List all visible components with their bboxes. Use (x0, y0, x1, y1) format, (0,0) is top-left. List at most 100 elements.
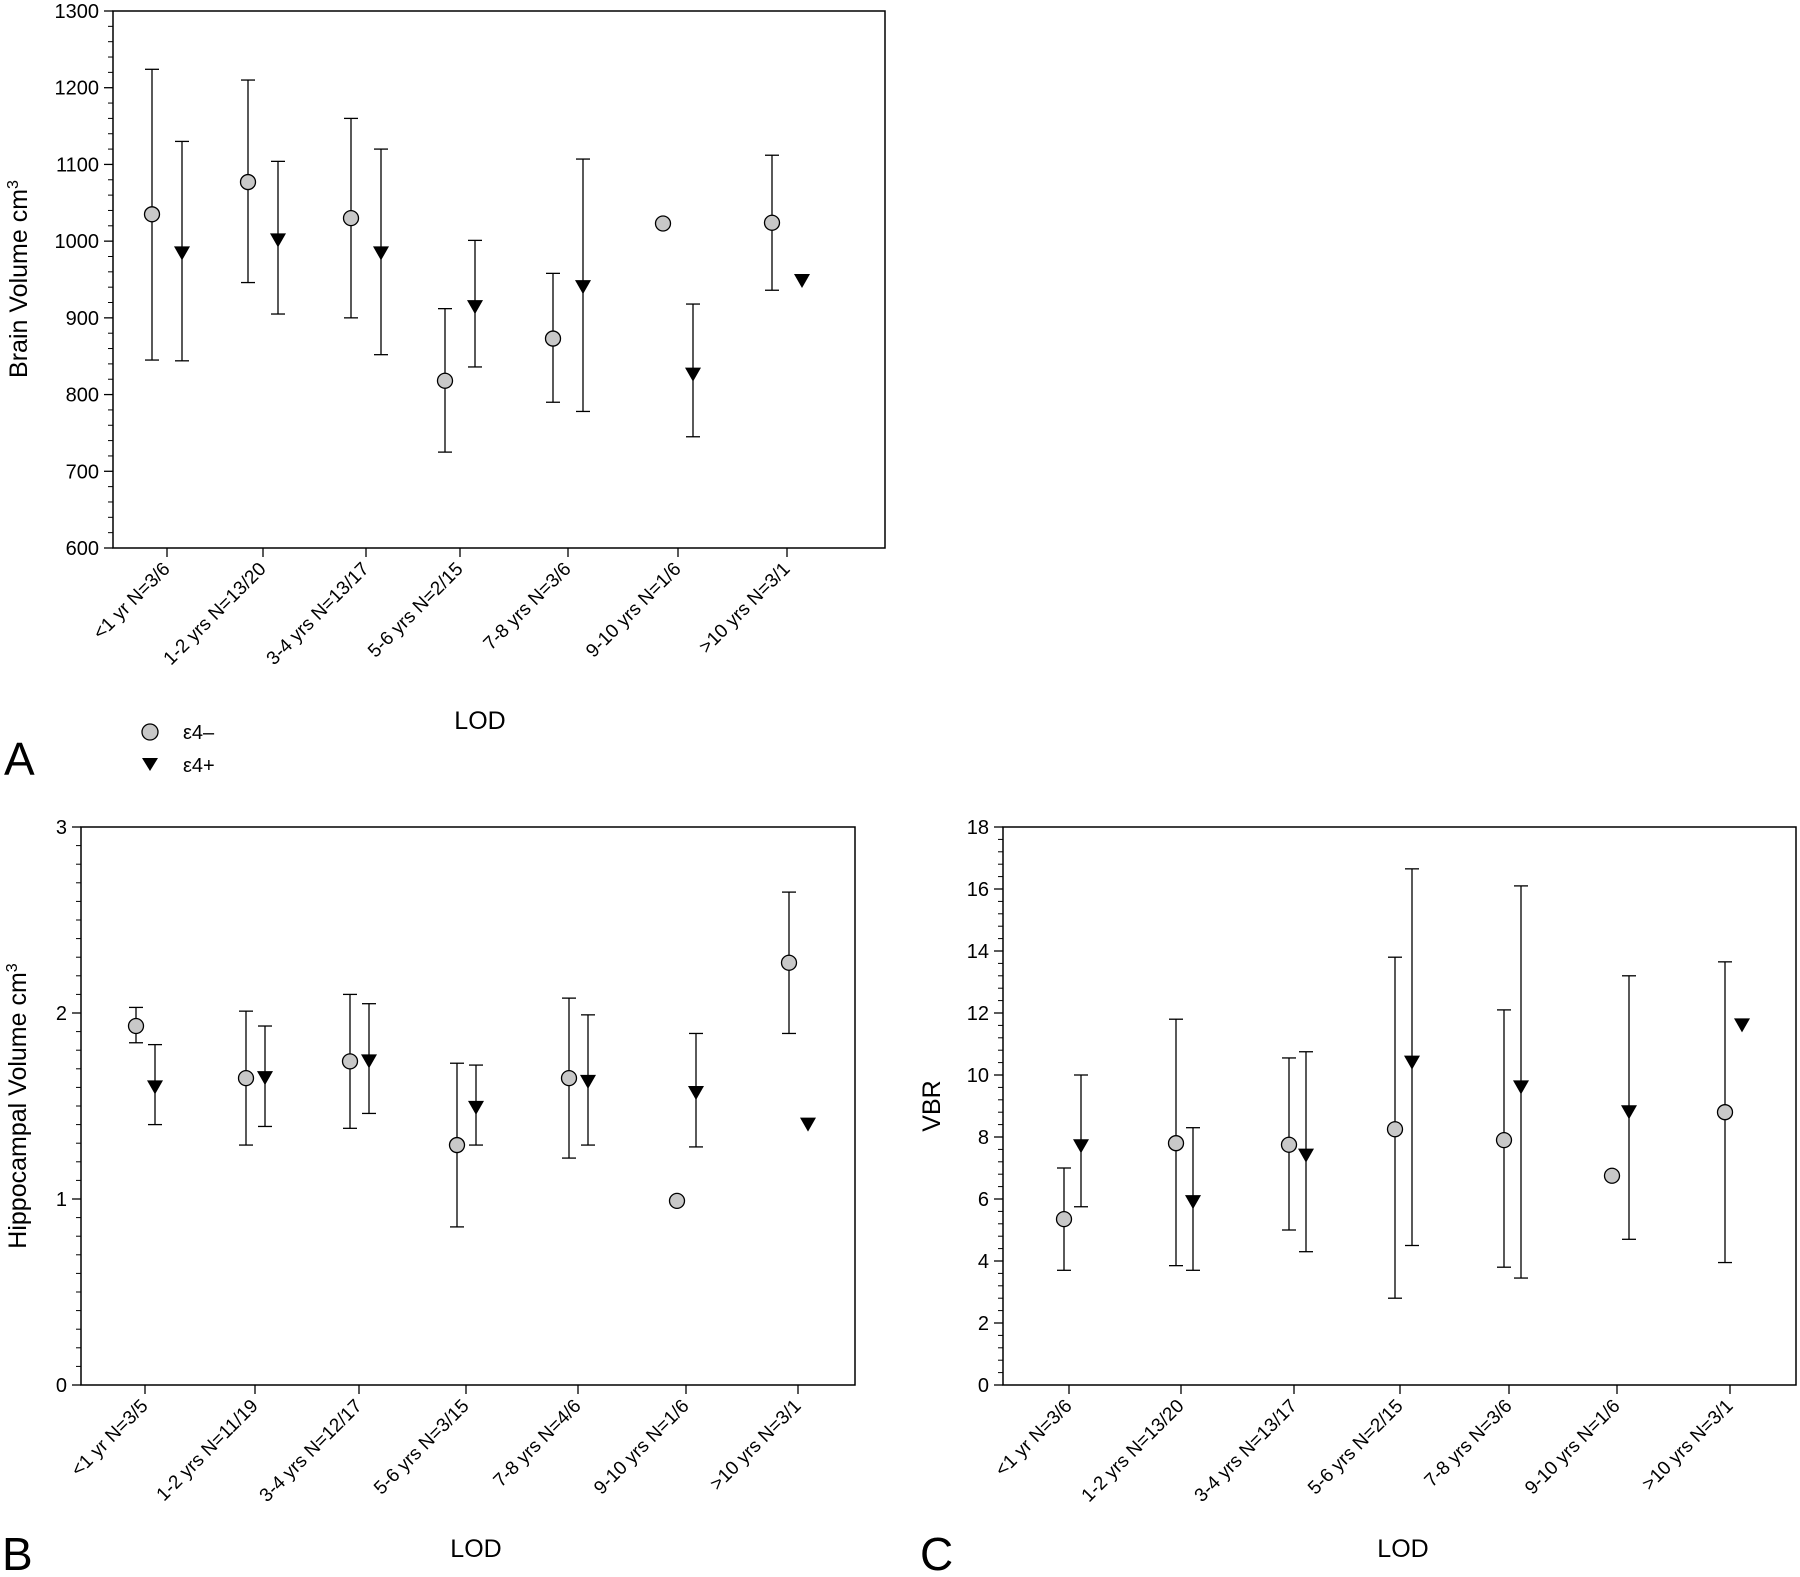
x-category-label: 5-6 yrs N=2/15 (364, 559, 467, 662)
panel-letter-c: C (920, 1528, 953, 1577)
data-point-e4-neg (654, 215, 672, 232)
y-axis-title-superscript: 3 (4, 963, 21, 972)
data-point-e4-pos (685, 367, 701, 382)
y-tick-label: 8 (978, 1127, 989, 1149)
x-category-label: 3-4 yrs N=13/17 (1191, 1396, 1302, 1507)
y-tick-label: 1100 (56, 154, 99, 176)
legend-triangle-marker (142, 758, 158, 771)
data-point-e4-pos (270, 233, 286, 248)
x-axis-title: LOD (454, 707, 505, 735)
data-point-e4-pos (1513, 1080, 1529, 1095)
data-markers (127, 954, 816, 1210)
x-category-label: 5-6 yrs N=2/15 (1304, 1396, 1407, 1499)
error-bars (1057, 868, 1732, 1299)
data-point-e4-pos (174, 246, 190, 261)
error-bars (145, 68, 779, 453)
y-tick-label: 10 (967, 1065, 989, 1087)
x-axis (1068, 1385, 1731, 1394)
category-labels: <1 yr N=3/5 1-2 yrs N=11/193-4 yrs N=12/1… (67, 1396, 805, 1507)
data-point-e4-pos (1298, 1148, 1314, 1163)
data-point-e4-pos (1404, 1055, 1420, 1070)
data-point-e4-neg (1716, 1104, 1734, 1121)
y-axis: 600 700 800 900 1000 1100 1200 1300 (55, 1, 113, 560)
x-category-label: 3-4 yrs N=13/17 (263, 559, 374, 670)
plot-frame (80, 826, 856, 1386)
x-category-label: 9-10 yrs N=1/6 (1521, 1396, 1624, 1499)
y-tick-label: 800 (66, 385, 99, 407)
data-markers (1055, 1018, 1750, 1228)
y-tick-label: 2 (978, 1313, 989, 1335)
x-category-label: 7-8 yrs N=3/6 (1421, 1396, 1517, 1492)
x-category-label: >10 yrs N=3/1 (695, 559, 794, 658)
x-category-label: 1-2 yrs N=13/20 (1078, 1396, 1189, 1507)
panel-b-chart: 0 1 2 3 <1 yr N=3/5 1-2 yrs N=11/193-4 yrs N… (2, 817, 856, 1577)
y-axis-title-superscript: 3 (5, 180, 22, 189)
y-tick-label: 1300 (55, 1, 100, 23)
data-point-e4-pos (1073, 1139, 1089, 1154)
panel-a-chart: 600 700 800 900 1000 1100 1200 1300 <1 yr N=3/6… (4, 1, 886, 785)
x-category-label: 7-8 yrs N=4/6 (490, 1396, 586, 1492)
x-category-label: 1-2 yrs N=11/19 (153, 1396, 263, 1506)
y-tick-label: 0 (978, 1375, 989, 1397)
panel-letter-a: A (4, 733, 35, 785)
data-point-e4-neg (341, 1053, 359, 1070)
y-axis-title-text: Brain Volume cm (5, 189, 33, 378)
data-point-e4-neg (780, 954, 798, 971)
data-point-e4-pos (1621, 1105, 1637, 1120)
x-category-label: 3-4 yrs N=12/17 (256, 1396, 367, 1507)
data-point-e4-pos (794, 274, 810, 289)
panel-c-chart: 0 2 4 6 8 10 12 14 16 18 <1 yr N=3/6 1-2 yrs N=13/… (918, 817, 1797, 1577)
data-point-e4-pos (688, 1085, 704, 1100)
error-bars (129, 891, 796, 1228)
panel-letter-b: B (2, 1528, 33, 1577)
data-point-e4-pos (1734, 1018, 1750, 1033)
data-point-e4-pos (1185, 1195, 1201, 1210)
y-tick-label: 16 (967, 879, 989, 901)
legend-label-e4-neg: ε4– (183, 722, 215, 744)
y-axis-title: Brain Volume cm3 (5, 180, 33, 378)
y-axis-title-text: Hippocampal Volume cm (4, 972, 32, 1249)
data-point-e4-neg (436, 372, 454, 389)
x-category-label: <1 yr N=3/5 (67, 1396, 152, 1481)
y-axis: 0 1 2 3 (56, 817, 81, 1397)
category-labels: <1 yr N=3/61-2 yrs N=13/203-4 yrs N=13/1… (89, 559, 794, 670)
legend: ε4– ε4+ (141, 722, 215, 777)
data-point-e4-neg (143, 206, 161, 223)
x-category-label: 9-10 yrs N=1/6 (590, 1396, 693, 1499)
data-point-e4-neg (127, 1017, 145, 1035)
data-point-e4-pos (575, 280, 591, 295)
x-category-label: <1 yr N=3/6 (991, 1396, 1076, 1481)
data-markers (143, 173, 810, 389)
data-point-e4-neg (448, 1136, 466, 1154)
y-axis: 0 2 4 6 8 10 12 14 16 18 (967, 817, 1003, 1397)
data-point-e4-pos (800, 1117, 816, 1132)
data-point-e4-neg (1603, 1167, 1621, 1184)
data-point-e4-pos (147, 1080, 163, 1095)
data-point-e4-neg (1167, 1135, 1185, 1152)
y-tick-label: 4 (978, 1251, 989, 1273)
x-axis (144, 1385, 799, 1394)
x-category-label: 7-8 yrs N=3/6 (480, 559, 576, 655)
data-point-e4-pos (361, 1054, 377, 1069)
data-point-e4-neg (1280, 1136, 1298, 1153)
x-category-label: >10 yrs N=3/1 (1638, 1396, 1737, 1495)
x-category-label: >10 yrs N=3/1 (706, 1396, 805, 1495)
data-point-e4-neg (1386, 1121, 1404, 1138)
y-tick-label: 900 (66, 308, 99, 330)
y-tick-label: 3 (56, 817, 67, 839)
y-tick-label: 700 (66, 461, 99, 483)
legend-circle-marker (141, 723, 159, 741)
data-point-e4-neg (560, 1069, 578, 1087)
x-category-label: 9-10 yrs N=1/6 (582, 559, 685, 662)
plot-frame (112, 10, 886, 549)
y-tick-label: 6 (978, 1189, 989, 1211)
data-point-e4-pos (467, 300, 483, 315)
y-tick-label: 1200 (55, 78, 100, 100)
data-point-e4-neg (763, 214, 781, 231)
data-point-e4-pos (373, 246, 389, 261)
data-point-e4-neg (544, 330, 562, 347)
data-point-e4-pos (257, 1071, 273, 1086)
x-axis (166, 548, 788, 557)
